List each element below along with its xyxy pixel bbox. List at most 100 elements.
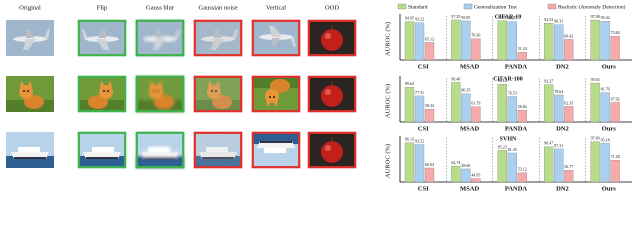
legend-label: Realistic (Anomaly Detection) bbox=[558, 3, 626, 10]
wing bbox=[269, 26, 282, 37]
stem bbox=[331, 25, 333, 30]
x-tick-label: Ours bbox=[602, 125, 617, 132]
cat-body bbox=[270, 79, 290, 93]
bar bbox=[414, 95, 425, 123]
bar bbox=[451, 19, 461, 61]
image-content bbox=[136, 76, 184, 112]
x-tick-label: DN2 bbox=[556, 63, 569, 70]
wing bbox=[98, 30, 106, 38]
value-label: 51.24 bbox=[518, 46, 527, 51]
bar bbox=[564, 39, 574, 61]
image bbox=[6, 76, 54, 112]
value-label: 96.48 bbox=[451, 76, 460, 81]
value-label: 76.53 bbox=[508, 90, 517, 95]
bar bbox=[517, 110, 527, 123]
image-content bbox=[78, 76, 126, 112]
shine bbox=[325, 33, 331, 39]
apple bbox=[321, 29, 343, 51]
bar bbox=[414, 144, 425, 183]
stripe bbox=[260, 141, 292, 143]
stem bbox=[331, 81, 333, 86]
legend-label: Generalization Test bbox=[474, 4, 517, 10]
image bbox=[251, 131, 301, 169]
bar bbox=[590, 19, 600, 61]
noise bbox=[194, 20, 242, 56]
value-label: 58.66 bbox=[461, 163, 470, 168]
stripe bbox=[144, 157, 176, 159]
bar bbox=[424, 167, 435, 183]
cabin bbox=[18, 147, 40, 152]
x-tick-label: DN2 bbox=[556, 125, 569, 132]
apple bbox=[321, 85, 343, 107]
frame bbox=[193, 131, 243, 169]
value-label: 96.13 bbox=[405, 137, 414, 142]
ears bbox=[20, 81, 32, 88]
image-content bbox=[308, 76, 356, 112]
image-content bbox=[308, 20, 356, 56]
column-header: Gauss blur bbox=[146, 4, 175, 11]
image bbox=[193, 75, 243, 113]
image bbox=[193, 131, 243, 169]
eye bbox=[157, 90, 159, 92]
column-header: OOD bbox=[325, 4, 339, 11]
noise bbox=[194, 132, 242, 168]
value-label: 96.26 bbox=[498, 15, 507, 20]
eye bbox=[273, 96, 275, 98]
shine bbox=[325, 89, 331, 95]
bar bbox=[424, 109, 435, 123]
bar bbox=[600, 143, 610, 183]
bar bbox=[564, 170, 574, 183]
value-label: 93.27 bbox=[544, 79, 553, 84]
bar bbox=[414, 22, 425, 61]
bar bbox=[507, 21, 517, 61]
bar bbox=[461, 168, 471, 183]
image-content bbox=[78, 132, 126, 168]
value-label: 87.31 bbox=[554, 143, 563, 148]
value-label: 97.25 bbox=[451, 14, 460, 19]
value-label: 97.08 bbox=[591, 14, 600, 19]
frame bbox=[77, 131, 127, 169]
wing bbox=[156, 30, 164, 38]
cabin bbox=[264, 148, 286, 153]
value-label: 70.36 bbox=[471, 33, 480, 38]
image-content bbox=[6, 76, 54, 112]
image bbox=[193, 19, 243, 57]
cat-body bbox=[24, 95, 44, 109]
image bbox=[6, 132, 54, 168]
legend-swatch bbox=[463, 3, 473, 10]
bar bbox=[497, 83, 507, 123]
value-label: 93.22 bbox=[415, 17, 424, 22]
frame bbox=[77, 75, 127, 113]
value-label: 44.95 bbox=[471, 172, 480, 177]
legend-swatch bbox=[397, 3, 407, 10]
eye bbox=[103, 90, 105, 92]
value-label: 81.76 bbox=[601, 87, 610, 92]
value-label: 53.12 bbox=[518, 167, 527, 172]
value-label: 95.18 bbox=[601, 137, 610, 142]
image bbox=[251, 75, 301, 113]
y-axis-label: AUROC (%) bbox=[384, 84, 391, 118]
bar bbox=[451, 165, 461, 183]
bar bbox=[507, 152, 517, 183]
x-tick-label: CSI bbox=[418, 185, 429, 192]
value-label: 77.31 bbox=[415, 90, 424, 95]
cat-body bbox=[154, 95, 174, 109]
value-label: 93.52 bbox=[415, 138, 424, 143]
stripe bbox=[14, 157, 46, 159]
ears bbox=[100, 81, 112, 88]
bar bbox=[404, 21, 415, 61]
bar bbox=[497, 150, 507, 183]
value-label: 95.63 bbox=[591, 77, 600, 82]
value-label: 73.84 bbox=[611, 30, 620, 35]
x-tick-label: PANDA bbox=[505, 125, 528, 132]
wing bbox=[153, 39, 166, 50]
bar bbox=[471, 106, 481, 123]
x-tick-label: MSAD bbox=[460, 125, 479, 132]
bar bbox=[610, 102, 620, 123]
bar bbox=[404, 87, 415, 123]
bar bbox=[461, 93, 471, 123]
image-content bbox=[252, 20, 300, 56]
bar bbox=[497, 20, 507, 61]
chart-title: CIFAR-100 bbox=[493, 76, 523, 82]
apple bbox=[321, 141, 343, 163]
